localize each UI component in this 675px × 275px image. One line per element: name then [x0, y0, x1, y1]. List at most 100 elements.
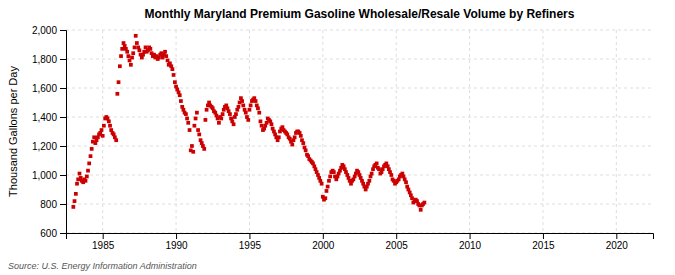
- grid-line: [66, 204, 653, 205]
- point: [195, 111, 199, 115]
- point: [135, 41, 139, 45]
- point: [299, 134, 303, 138]
- tick-label: 1995: [239, 240, 262, 251]
- point: [237, 105, 241, 109]
- point: [172, 73, 176, 77]
- point: [114, 138, 118, 142]
- y-axis-label: Thousand Gallons per Day: [7, 66, 19, 197]
- point: [370, 172, 374, 176]
- point: [125, 50, 129, 54]
- point: [257, 111, 261, 115]
- tick: 2005: [386, 233, 409, 251]
- point: [133, 46, 137, 50]
- point: [196, 128, 200, 132]
- axis-line: [67, 234, 654, 240]
- point: [130, 56, 134, 60]
- y-axis: 6008001,0001,2001,4001,6001,8002,000: [32, 25, 67, 239]
- tick-mark: [60, 30, 66, 31]
- point: [327, 179, 331, 183]
- point: [241, 104, 245, 108]
- grid-line: [66, 88, 653, 89]
- title: Monthly Maryland Premium Gasoline Wholes…: [145, 7, 575, 21]
- point: [193, 124, 197, 128]
- point: [197, 133, 201, 137]
- point: [248, 108, 252, 112]
- tick-mark: [60, 59, 66, 60]
- tick: 1,400: [32, 112, 66, 123]
- tick: 1985: [92, 233, 115, 251]
- point: [117, 80, 121, 84]
- tick-mark: [543, 233, 544, 239]
- point: [259, 119, 263, 123]
- point: [74, 192, 78, 196]
- point: [163, 50, 167, 54]
- tick-mark: [103, 233, 104, 239]
- tick: 600: [40, 228, 66, 239]
- point: [325, 189, 329, 193]
- x-axis: 19851990199520002005201020152020: [67, 233, 654, 251]
- point: [246, 118, 250, 122]
- point: [184, 112, 188, 116]
- point: [205, 108, 209, 112]
- tick-mark: [60, 175, 66, 176]
- point: [249, 104, 253, 108]
- point: [71, 205, 75, 209]
- grid-line: [249, 30, 250, 233]
- tick-mark: [616, 233, 617, 239]
- tick: 1995: [239, 233, 262, 251]
- point: [244, 111, 248, 115]
- grid-line: [66, 146, 653, 147]
- point: [202, 147, 206, 151]
- annotation: Source: U.S. Energy Information Administ…: [8, 261, 197, 271]
- grid-line: [66, 117, 653, 118]
- tick-mark: [60, 146, 66, 147]
- tick: 2,000: [32, 25, 66, 36]
- point: [404, 180, 408, 184]
- tick: 1,000: [32, 170, 66, 181]
- point: [101, 134, 105, 138]
- grid-line: [469, 30, 470, 233]
- point: [84, 179, 88, 183]
- point: [119, 54, 123, 58]
- point: [332, 170, 336, 174]
- tick-label: 1,000: [32, 170, 57, 181]
- grid: [66, 30, 653, 233]
- point: [108, 124, 112, 128]
- tick: 1,600: [32, 83, 66, 94]
- point: [149, 47, 153, 51]
- point: [138, 48, 142, 52]
- point: [164, 54, 168, 58]
- tick: 1,200: [32, 141, 66, 152]
- grid-line: [396, 30, 397, 233]
- point: [171, 67, 175, 71]
- point: [185, 117, 189, 121]
- grid-line: [66, 30, 653, 31]
- point: [232, 122, 236, 126]
- point: [256, 106, 260, 110]
- point: [178, 93, 182, 97]
- tick-label: 1,800: [32, 54, 57, 65]
- tick-label: 1,400: [32, 112, 57, 123]
- axis-line: [60, 31, 67, 234]
- point: [422, 201, 426, 205]
- point: [219, 117, 223, 121]
- point: [234, 112, 238, 116]
- point: [107, 119, 111, 123]
- chart: 198519901995200020052010201520206008001,…: [0, 0, 675, 275]
- point: [126, 54, 130, 58]
- tick-mark: [249, 233, 250, 239]
- tick-mark: [470, 233, 471, 239]
- tick-label: 1985: [92, 240, 115, 251]
- grid-line: [542, 30, 543, 233]
- point: [419, 208, 423, 212]
- point: [326, 185, 330, 189]
- tick-label: 2000: [312, 240, 335, 251]
- point: [389, 173, 393, 177]
- tick-label: 2,000: [32, 25, 57, 36]
- point: [304, 148, 308, 152]
- point: [179, 99, 183, 103]
- tick-mark: [60, 204, 66, 205]
- tick: 2020: [606, 233, 629, 251]
- tick: 2000: [312, 233, 335, 251]
- tick: 2010: [459, 233, 482, 251]
